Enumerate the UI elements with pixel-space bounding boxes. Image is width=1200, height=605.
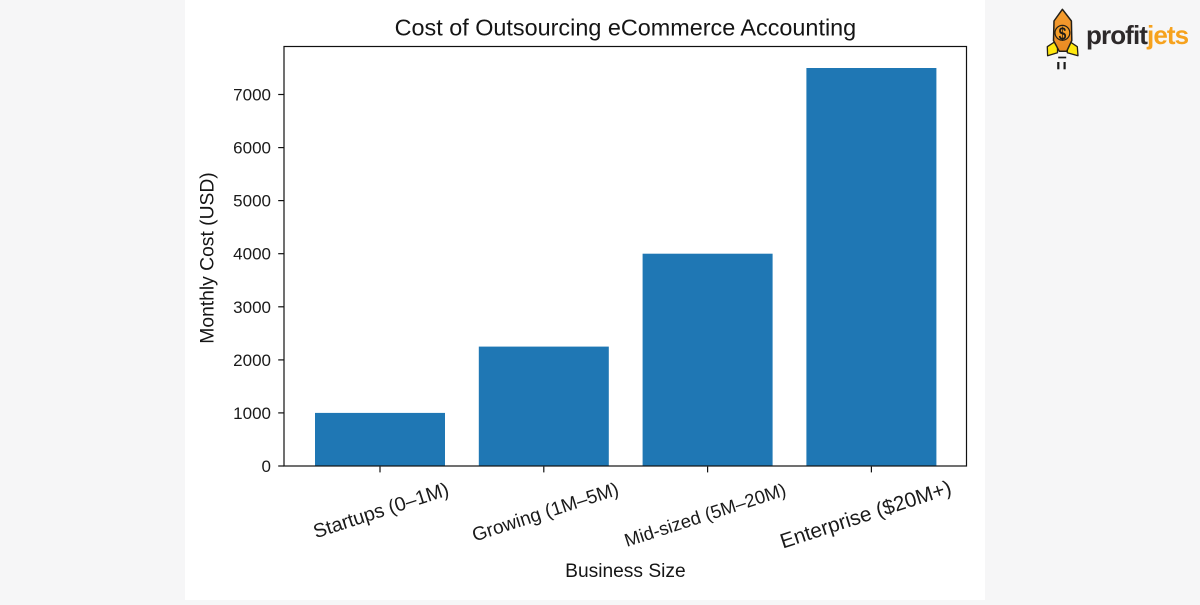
svg-text:2000: 2000 xyxy=(233,351,271,370)
svg-text:Mid-sized (5M–20M): Mid-sized (5M–20M) xyxy=(622,479,789,551)
svg-text:Business Size: Business Size xyxy=(565,561,686,582)
svg-text:Monthly Cost (USD): Monthly Cost (USD) xyxy=(198,172,219,343)
svg-text:Cost of Outsourcing eCommerce: Cost of Outsourcing eCommerce Accounting xyxy=(395,15,857,41)
svg-text:3000: 3000 xyxy=(233,298,271,317)
svg-text:$: $ xyxy=(1059,25,1067,44)
svg-text:0: 0 xyxy=(262,457,271,476)
svg-text:Startups (0–1M): Startups (0–1M) xyxy=(311,479,452,544)
svg-text:4000: 4000 xyxy=(233,245,271,264)
svg-text:1000: 1000 xyxy=(233,404,271,423)
svg-text:7000: 7000 xyxy=(233,86,271,105)
svg-text:Enterprise ($20M+): Enterprise ($20M+) xyxy=(777,476,954,553)
svg-text:6000: 6000 xyxy=(233,139,271,158)
svg-text:Growing (1M–5M): Growing (1M–5M) xyxy=(470,479,622,546)
svg-text:5000: 5000 xyxy=(233,192,271,211)
